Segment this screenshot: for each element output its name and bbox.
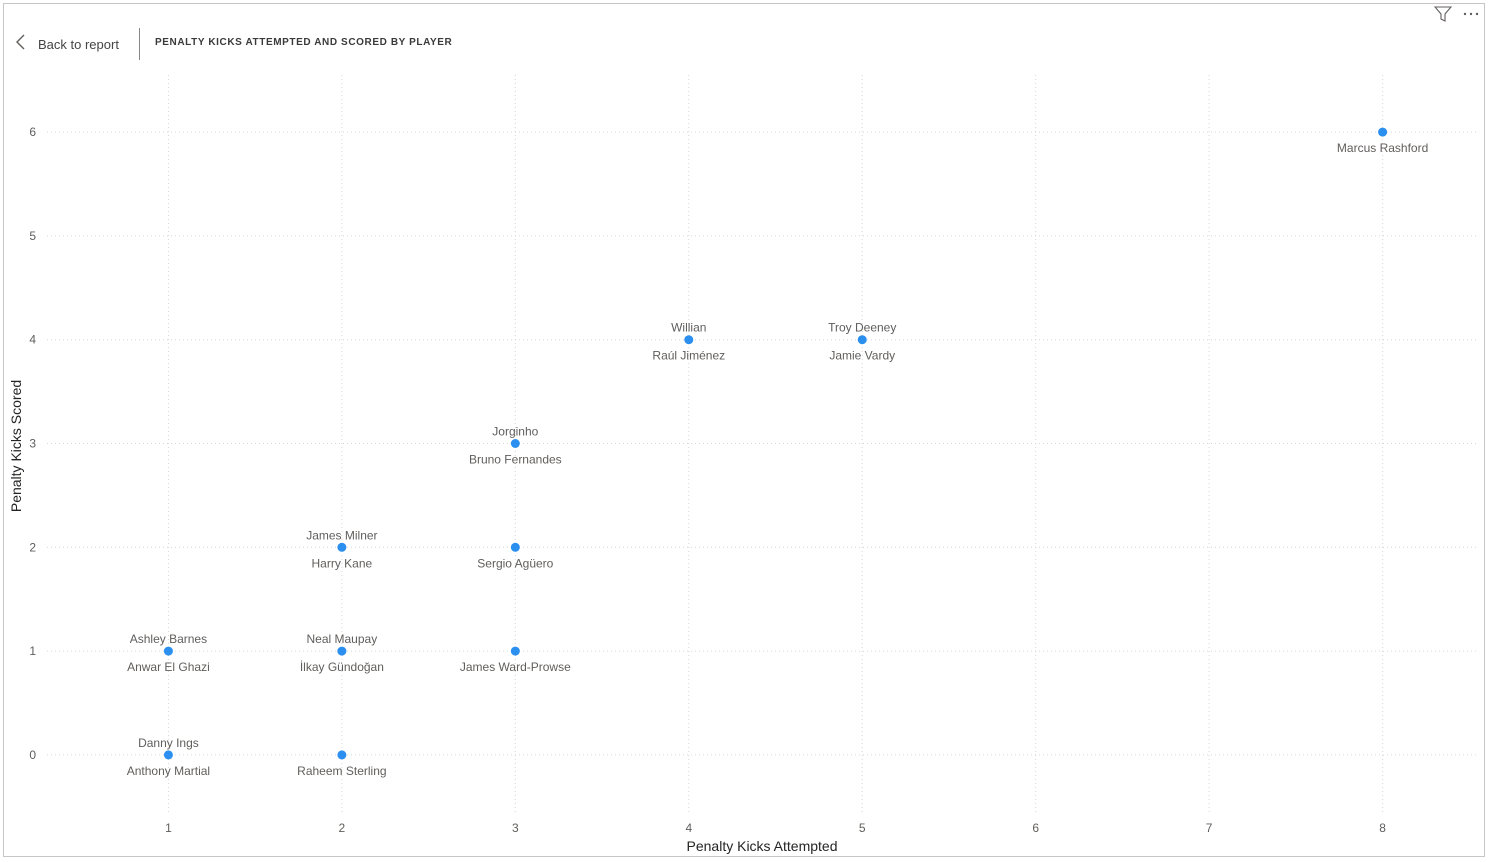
chevron-left-icon xyxy=(14,33,26,56)
filter-icon[interactable] xyxy=(1434,6,1452,22)
data-point[interactable] xyxy=(163,646,173,656)
data-point[interactable] xyxy=(857,335,867,345)
data-label: Jorginho xyxy=(492,425,538,439)
data-point[interactable] xyxy=(1378,127,1388,137)
data-label: James Milner xyxy=(306,528,377,542)
visual-title: PENALTY KICKS ATTEMPTED AND SCORED BY PL… xyxy=(155,37,453,48)
data-point[interactable] xyxy=(337,646,347,656)
x-axis-title: Penalty Kicks Attempted xyxy=(687,838,838,854)
data-label: Raheem Sterling xyxy=(297,764,386,778)
data-point[interactable] xyxy=(510,439,520,448)
y-tick-label: 6 xyxy=(29,125,36,139)
x-tick-label: 6 xyxy=(1032,821,1039,835)
header-divider xyxy=(139,28,140,60)
x-tick-label: 7 xyxy=(1206,821,1213,835)
data-label: Marcus Rashford xyxy=(1337,141,1428,155)
y-tick-label: 4 xyxy=(29,333,36,347)
x-tick-label: 1 xyxy=(165,821,172,835)
data-label: Jamie Vardy xyxy=(829,349,895,363)
data-label: Harry Kane xyxy=(312,556,373,570)
data-label: Anthony Martial xyxy=(127,764,210,778)
x-tick-label: 4 xyxy=(685,821,692,835)
data-point[interactable] xyxy=(684,335,694,345)
data-point[interactable] xyxy=(163,750,173,760)
back-to-report-label: Back to report xyxy=(38,36,119,52)
y-axis-title: Penalty Kicks Scored xyxy=(8,380,24,512)
data-point[interactable] xyxy=(337,750,347,760)
visual-header-actions xyxy=(1434,6,1480,22)
y-tick-label: 0 xyxy=(29,748,36,762)
y-tick-label: 5 xyxy=(29,229,36,243)
data-label: Raúl Jiménez xyxy=(652,349,725,363)
x-tick-label: 5 xyxy=(859,821,866,835)
data-label: Neal Maupay xyxy=(307,632,378,646)
y-tick-label: 3 xyxy=(29,437,36,451)
back-to-report-button[interactable]: Back to report xyxy=(14,30,119,58)
data-label: Willian xyxy=(671,321,706,335)
data-label: Ashley Barnes xyxy=(130,632,207,646)
data-point[interactable] xyxy=(510,542,520,552)
x-tick-label: 8 xyxy=(1379,821,1386,835)
data-point[interactable] xyxy=(337,542,347,552)
axis-ticks: 1 2 3 4 5 6 7 8 0 1 2 3 4 5 6 xyxy=(29,125,1386,835)
x-tick-label: 2 xyxy=(339,821,346,835)
data-label: Anwar El Ghazi xyxy=(127,660,210,674)
data-label: Troy Deeney xyxy=(828,321,896,335)
y-tick-label: 2 xyxy=(29,540,36,554)
gridlines xyxy=(47,75,1478,812)
data-point[interactable] xyxy=(510,646,520,656)
data-label: Sergio Agüero xyxy=(477,556,553,570)
data-label: Danny Ings xyxy=(138,736,199,750)
visual-header: Back to report PENALTY KICKS ATTEMPTED A… xyxy=(0,28,1490,64)
data-label: İlkay Gündoğan xyxy=(300,660,384,674)
visual-container xyxy=(3,3,1485,857)
y-tick-label: 1 xyxy=(29,644,36,658)
x-tick-label: 3 xyxy=(512,821,519,835)
data-points: Marcus Rashford Willian Raúl Jiménez Troy D… xyxy=(127,127,1428,778)
more-options-icon[interactable] xyxy=(1462,11,1480,17)
data-label: Bruno Fernandes xyxy=(469,453,562,467)
data-label: James Ward-Prowse xyxy=(460,660,571,674)
